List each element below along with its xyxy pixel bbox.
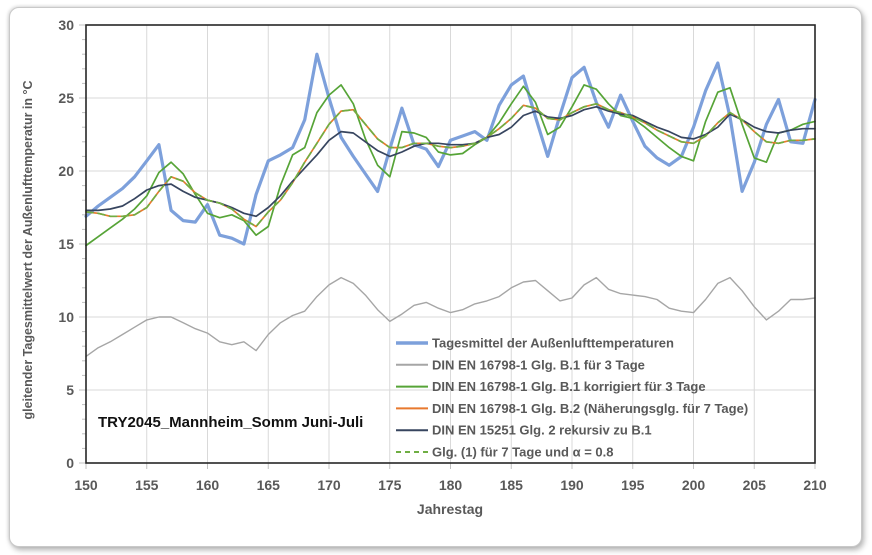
y-tick-label: 0	[66, 455, 74, 471]
x-tick-label: 180	[439, 477, 463, 493]
chart-card	[9, 7, 862, 547]
legend-label-2: DIN EN 16798-1 Glg. B.1 korrigiert für 3…	[432, 379, 706, 394]
plot-border	[85, 24, 816, 464]
legend-label-0: Tagesmittel der Außenlufttemperaturen	[432, 336, 674, 351]
x-tick-label: 195	[621, 477, 645, 493]
x-tick-label: 150	[74, 477, 98, 493]
y-axis-title: gleitender Tagesmittelwert der Außenluft…	[21, 80, 35, 419]
legend-label-4: DIN EN 15251 Glg. 2 rekursiv zu B.1	[432, 423, 652, 438]
x-tick-label: 175	[378, 477, 402, 493]
x-tick-label: 165	[257, 477, 281, 493]
x-tick-label: 155	[135, 477, 159, 493]
x-tick-label: 200	[682, 477, 706, 493]
y-tick-label: 10	[58, 309, 74, 325]
series-line-2	[85, 84, 816, 247]
y-tick-label: 25	[58, 90, 74, 106]
series-line-0	[84, 52, 817, 246]
x-tick-label: 190	[560, 477, 584, 493]
x-tick-label: 210	[803, 477, 827, 493]
y-tick-label: 5	[66, 382, 74, 398]
series-line-5	[85, 102, 816, 228]
legend-label-5: Glg. (1) für 7 Tage und α = 0.8	[432, 445, 613, 460]
y-tick-label: 20	[58, 163, 74, 179]
x-tick-label: 160	[196, 477, 220, 493]
legend-label-1: DIN EN 16798-1 Glg. B.1 für 3 Tage	[432, 357, 645, 372]
x-tick-label: 185	[500, 477, 524, 493]
x-axis-title: Jahrestag	[417, 501, 483, 517]
chart-plot-area: 0 5 10 15 20 25 30 150 155 160 165 170 175 180 185 190 1…	[58, 17, 826, 493]
legend-label-3: DIN EN 16798-1 Glg. B.2 (Näherungsglg. f…	[432, 401, 748, 416]
x-tick-label: 170	[317, 477, 341, 493]
y-tick-label: 15	[58, 236, 74, 252]
annotation-label: TRY2045_Mannheim_Somm Juni-Juli	[98, 414, 363, 431]
x-tick-label: 205	[743, 477, 767, 493]
series-line-1	[85, 276, 816, 358]
y-tick-label: 30	[58, 17, 74, 33]
